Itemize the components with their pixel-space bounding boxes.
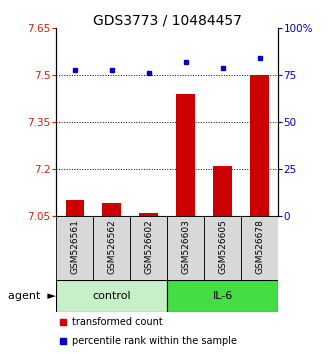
- Text: GSM526603: GSM526603: [181, 219, 190, 274]
- Bar: [213, 166, 232, 216]
- Bar: [93, 216, 130, 280]
- Text: percentile rank within the sample: percentile rank within the sample: [72, 336, 237, 346]
- Bar: [66, 200, 84, 216]
- Bar: [167, 280, 278, 312]
- Bar: [176, 94, 195, 216]
- Text: agent  ►: agent ►: [8, 291, 56, 301]
- Text: GSM526561: GSM526561: [70, 219, 79, 274]
- Bar: [250, 75, 269, 216]
- Text: GSM526602: GSM526602: [144, 219, 153, 274]
- Bar: [204, 216, 241, 280]
- Text: transformed count: transformed count: [72, 317, 163, 327]
- Bar: [56, 280, 167, 312]
- Bar: [241, 216, 278, 280]
- Text: GSM526605: GSM526605: [218, 219, 227, 274]
- Text: IL-6: IL-6: [213, 291, 233, 301]
- Text: GSM526562: GSM526562: [107, 219, 116, 274]
- Text: control: control: [92, 291, 131, 301]
- Bar: [130, 216, 167, 280]
- Bar: [103, 203, 121, 216]
- Bar: [56, 216, 93, 280]
- Bar: [167, 216, 204, 280]
- Bar: [139, 213, 158, 216]
- Text: GSM526678: GSM526678: [255, 219, 264, 274]
- Title: GDS3773 / 10484457: GDS3773 / 10484457: [93, 13, 242, 27]
